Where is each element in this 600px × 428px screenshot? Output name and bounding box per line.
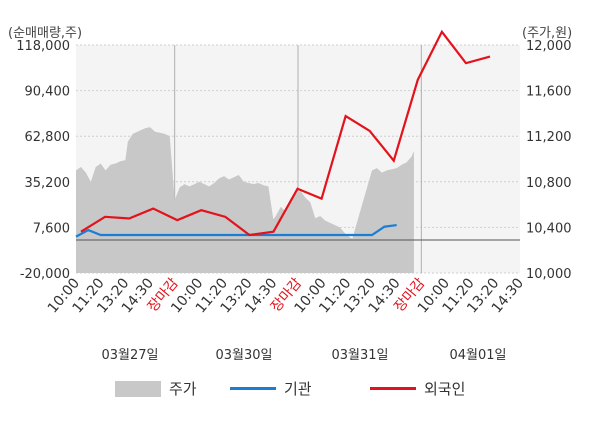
- legend-item-foreign: 외국인: [370, 378, 465, 399]
- institution-line: [75, 223, 397, 238]
- legend-label-price: 주가: [169, 380, 197, 398]
- y-right-tick-label: 10,400: [526, 221, 572, 236]
- y-left-tick-label: 90,400: [25, 85, 71, 100]
- date-label: 03월30일: [215, 348, 272, 363]
- y-right-tick-label: 10,000: [526, 267, 572, 282]
- unit-right-label: (주가,원): [522, 26, 573, 41]
- y-left-tick-label: 7,600: [33, 221, 70, 236]
- foreign-line: [80, 29, 491, 237]
- legend-swatch-institution: [230, 387, 276, 390]
- y-right-tick-label: 11,600: [526, 85, 572, 100]
- y-left-tick-label: 62,800: [25, 130, 71, 145]
- legend-swatch-foreign: [370, 387, 416, 390]
- date-label: 04월01일: [449, 348, 506, 363]
- y-left-tick-label: 35,200: [25, 176, 71, 191]
- legend-swatch-price: [115, 380, 161, 397]
- y-left-tick-label: -20,000: [20, 267, 70, 282]
- date-label: 03월31일: [331, 348, 388, 363]
- chart-legend: 주가 기관 외국인: [0, 378, 600, 400]
- y-right-tick-label: 12,000: [526, 39, 572, 54]
- legend-item-institution: 기관: [230, 378, 312, 399]
- unit-left-label: (순매매량,주): [8, 26, 83, 41]
- price-area: [76, 127, 414, 273]
- y-right-tick-label: 10,800: [526, 176, 572, 191]
- legend-label-institution: 기관: [284, 380, 312, 398]
- legend-item-price: 주가: [115, 378, 197, 399]
- y-left-tick-label: 118,000: [16, 39, 70, 54]
- y-right-tick-label: 11,200: [526, 130, 572, 145]
- date-label: 03월27일: [101, 348, 158, 363]
- legend-label-foreign: 외국인: [424, 380, 466, 398]
